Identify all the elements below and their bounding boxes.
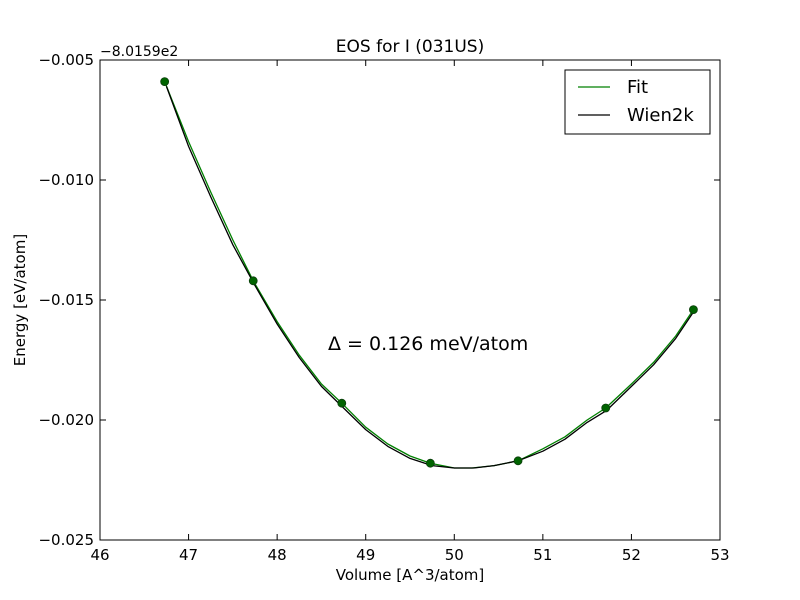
x-tick-label: 53 (710, 546, 729, 564)
series-line-wien2k (165, 86, 694, 469)
delta-annotation: Δ = 0.126 meV/atom (328, 333, 528, 355)
y-axis-label: Energy [eV/atom] (11, 234, 29, 366)
data-point (160, 77, 170, 86)
x-tick-label: 48 (268, 546, 287, 564)
axis-ticks: 46 47 48 49 50 51 52 53 −0.025 −0.020 −0.015 −0.010… (38, 51, 729, 564)
y-tick-label: −0.025 (38, 531, 94, 549)
x-tick-label: 50 (445, 546, 464, 564)
y-tick-label: −0.005 (38, 51, 94, 69)
x-tick-label: 49 (356, 546, 375, 564)
series-line-fit (164, 81, 694, 469)
y-tick-label: −0.015 (38, 291, 94, 309)
data-point (601, 403, 611, 413)
series-layer (164, 81, 694, 469)
x-tick-label: 46 (90, 546, 109, 564)
data-point (425, 458, 435, 468)
data-point (248, 276, 258, 286)
data-point (513, 456, 523, 466)
x-tick-label: 47 (179, 546, 198, 564)
data-point (337, 398, 347, 408)
data-point (689, 305, 698, 315)
legend-wien2k-label: Wien2k (627, 105, 694, 126)
x-tick-label: 51 (533, 546, 552, 564)
chart-title: EOS for I (031US) (336, 37, 484, 57)
y-tick-label: −0.020 (38, 411, 94, 429)
plot-frame (99, 59, 721, 541)
data-points (160, 77, 698, 468)
legend-box (564, 69, 711, 135)
x-axis-label: Volume [A^3/atom] (336, 566, 485, 584)
legend: Fit Wien2k (564, 69, 711, 135)
y-tick-label: −0.010 (38, 171, 94, 189)
x-tick-label: 52 (622, 546, 641, 564)
y-offset-label: −8.0159e2 (100, 44, 178, 60)
legend-fit-label: Fit (627, 77, 648, 98)
